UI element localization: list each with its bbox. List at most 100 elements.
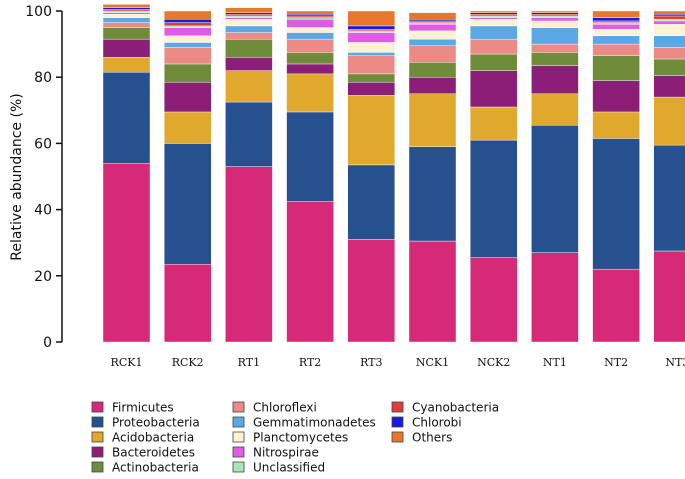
legend-label: Planctomycetes [253,431,348,445]
bar-segment-rt3-gemmatimonadetes [347,52,395,56]
x-tick-label: NT1 [543,356,567,369]
legend-swatch [232,431,245,443]
bar-segment-rt1-unclassified [225,15,273,18]
legend-swatch [91,431,104,443]
bar-segment-rt3-chloroflexi [347,55,395,75]
y-tick-label: 20 [34,269,52,285]
legend-swatch [91,401,104,413]
bar-segment-rt2-actinobacteria [286,52,334,65]
legend-label: Chloroflexi [253,401,317,415]
bar-segment-rck1-nitrospirae [102,12,151,15]
bar-segment-nt2-nitrospirae [592,24,640,30]
bars-layer [102,4,685,343]
x-tick-label: NCK1 [416,356,449,369]
legend-label: Nitrospirae [253,446,319,460]
bar-segment-rt2-chloroflexi [286,38,334,53]
bar-segment-rt2-chlorobi [286,14,334,17]
bar-segment-nt2-actinobacteria [592,55,640,81]
bar-segment-nt2-acidobacteria [592,111,640,139]
bar-segment-nt2-cyanobacteria [592,20,640,23]
bar-segment-nck2-chlorobi [470,12,518,15]
y-tick-label: 0 [43,335,52,351]
legend-label: Others [412,431,452,445]
bar-segment-rck1-planctomycetes [102,14,151,18]
bar-segment-rt2-firmicutes [286,201,334,343]
bar-segment-rt1-nitrospirae [225,17,273,20]
bar-segment-rck2-proteobacteria [163,143,212,265]
bar-segment-nck2-cyanobacteria [470,14,518,17]
legend-swatch [391,416,404,428]
legend-label: Bacteroidetes [112,446,195,460]
x-tick-label: RCK1 [111,356,143,369]
bar-segment-rt3-firmicutes [347,239,395,343]
bar-segment-nck2-unclassified [470,15,518,18]
bar-segment-rt3-acidobacteria [347,95,395,166]
legend-label: Cyanobacteria [412,401,499,415]
bar-segment-nt2-firmicutes [592,268,640,343]
bar-segment-nck1-gemmatimonadetes [408,38,457,46]
bar-segment-rck2-bacteroidetes [163,81,212,113]
bar-segment-rck2-others [163,10,212,20]
legend-label: Gemmatimonadetes [253,416,376,430]
x-tick-label: RCK2 [172,356,204,369]
bar-segment-nck1-planctomycetes [408,30,457,40]
bar-segment-rt2-gemmatimonadetes [286,32,334,40]
bar-segment-nt1-gemmatimonadetes [531,27,579,45]
x-axis-category-labels: RCK1 RCK2 RT1 RT2 RT3 NCK1 NCK2 NT1 NT2 NT3 [111,356,685,369]
bar-segment-nck2-others [470,10,518,13]
bar-segment-nt3-nitrospirae [653,20,685,25]
bar-segment-rck1-gemmatimonadetes [102,17,151,23]
bar-segment-rt1-chlorobi [225,12,273,15]
bar-segment-rt3-chlorobi [347,25,395,30]
y-tick-label: 40 [34,203,52,219]
bar-segment-rt3-unclassified [347,30,395,33]
bar-segment-rt3-others [347,10,395,27]
x-tick-label: NT3 [665,356,685,369]
legend-swatch [232,416,245,428]
bar-segment-nt3-others [653,10,685,15]
bar-segment-nt2-others [592,10,640,18]
bar-segment-rck1-unclassified [102,10,151,13]
bar-segment-rck2-chloroflexi [163,47,212,65]
bar-segment-nt1-actinobacteria [531,52,579,66]
y-tick-label: 100 [25,4,52,20]
bar-segment-nck1-unclassified [408,22,457,25]
legend-label: Acidobacteria [112,431,194,445]
bar-segment-rt1-proteobacteria [225,101,273,167]
bar-segment-nck2-gemmatimonadetes [470,25,518,40]
bar-segment-nt1-planctomycetes [531,20,579,28]
bar-segment-rck1-acidobacteria [102,57,151,73]
bar-segment-nck2-nitrospirae [470,17,518,20]
bar-segment-nt3-bacteroidetes [653,75,685,98]
legend-swatch [391,431,404,443]
bar-segment-nt1-chlorobi [531,12,579,15]
bar-segment-nt2-unclassified [592,22,640,25]
legend-label: Proteobacteria [112,416,200,430]
bar-segment-rck1-others [102,4,151,8]
bar-segment-nt3-gemmatimonadetes [653,35,685,48]
bar-segment-nt3-chloroflexi [653,47,685,60]
bar-segment-nt2-bacteroidetes [592,80,640,113]
bar-segment-rt3-proteobacteria [347,164,395,240]
bar-segment-nt3-chlorobi [653,14,685,17]
bar-segment-nck2-acidobacteria [470,106,518,141]
legend-swatch [91,416,104,428]
bar-segment-nck1-actinobacteria [408,62,457,78]
bar-segment-nt2-chlorobi [592,17,640,22]
bar-segment-rt3-cyanobacteria [347,29,395,32]
bar-segment-rck2-actinobacteria [163,63,212,83]
bar-segment-nt3-planctomycetes [653,24,685,37]
bar-segment-rt3-actinobacteria [347,73,395,83]
bar-segment-rt2-bacteroidetes [286,63,334,75]
bar-segment-nt2-chloroflexi [592,43,640,56]
bar-segment-rt2-nitrospirae [286,19,334,28]
bar-segment-nck1-acidobacteria [408,93,457,147]
bar-segment-rt1-planctomycetes [225,19,273,27]
bar-segment-nt3-cyanobacteria [653,15,685,20]
bar-segment-nck1-chloroflexi [408,45,457,63]
bar-segment-nt3-firmicutes [653,250,685,343]
x-tick-label: RT1 [238,356,260,369]
legend-swatch [232,461,245,473]
bar-segment-rt3-nitrospirae [347,32,395,43]
bar-segment-nck1-others [408,12,457,20]
